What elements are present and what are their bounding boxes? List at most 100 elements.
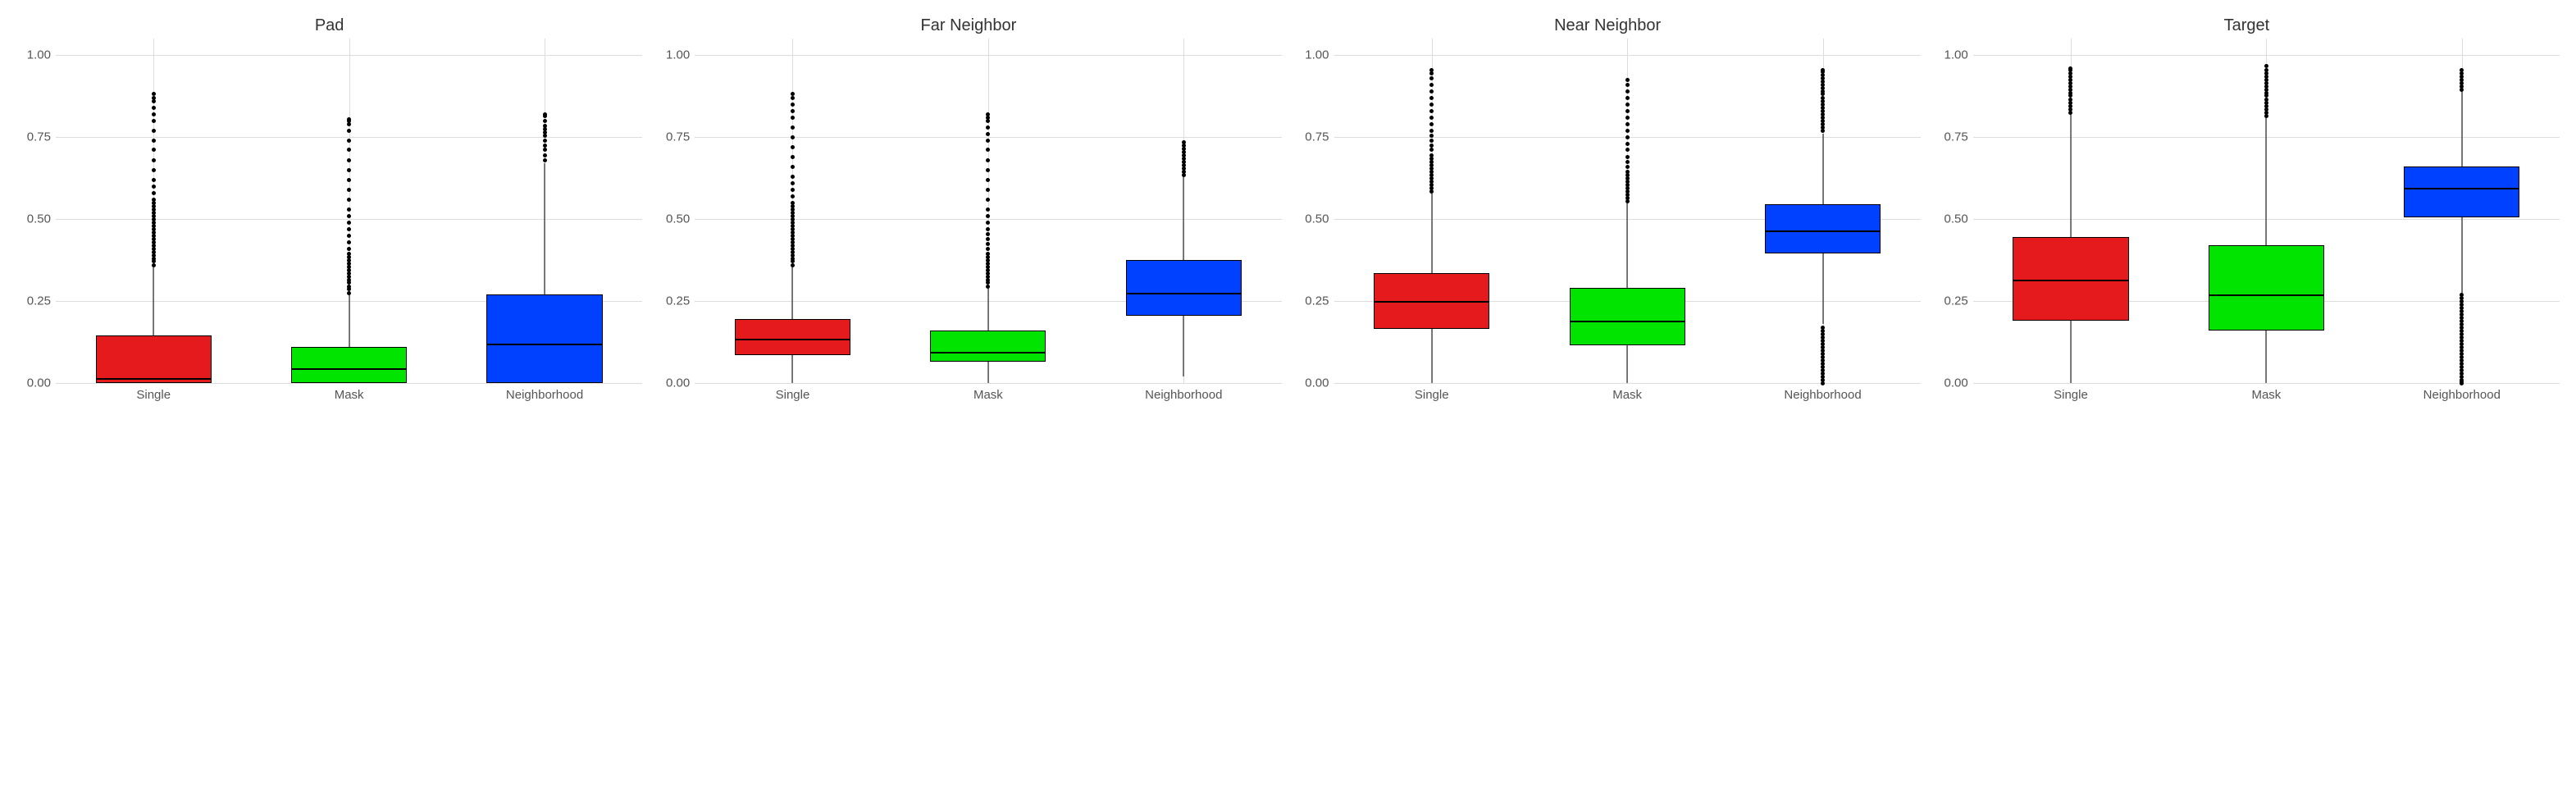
- outlier: [1625, 129, 1630, 133]
- outlier: [1429, 129, 1434, 133]
- x-tick-label: Single: [56, 383, 251, 402]
- x-tick-label: Single: [1334, 383, 1530, 402]
- x-tick-label: Single: [695, 383, 890, 402]
- median: [1570, 321, 1685, 322]
- outlier: [986, 232, 990, 236]
- y-tick-label: 0.50: [27, 212, 51, 226]
- box: [486, 294, 602, 383]
- outlier: [2264, 68, 2268, 72]
- box: [96, 335, 212, 383]
- outlier: [1429, 83, 1434, 87]
- gridline-horizontal: [1973, 383, 2560, 384]
- gridline-horizontal: [1334, 383, 1921, 384]
- outlier: [791, 188, 795, 192]
- y-tick-label: 0.75: [666, 130, 690, 144]
- outlier: [347, 139, 351, 143]
- outlier: [347, 291, 351, 295]
- x-tick-label: Neighborhood: [1725, 383, 1920, 402]
- outlier: [152, 106, 156, 110]
- x-axis: SingleMaskNeighborhood: [1973, 383, 2560, 402]
- outlier: [1625, 142, 1630, 146]
- x-axis: SingleMaskNeighborhood: [695, 383, 1281, 402]
- panel-title: Near Neighbor: [1295, 16, 1921, 35]
- outlier: [347, 178, 351, 182]
- outlier: [791, 175, 795, 179]
- outlier: [986, 139, 990, 143]
- boxplot: [472, 39, 617, 383]
- outlier: [791, 135, 795, 139]
- outlier: [986, 125, 990, 130]
- boxplot: [2194, 39, 2338, 383]
- outlier: [347, 158, 351, 162]
- y-axis: 0.000.250.500.751.00: [1934, 39, 1973, 383]
- outlier: [791, 145, 795, 149]
- y-tick-label: 0.75: [27, 130, 51, 144]
- boxplot: [1359, 39, 1503, 383]
- outlier: [986, 158, 990, 162]
- outlier: [791, 109, 795, 113]
- outlier: [1429, 109, 1434, 113]
- plot-area: [1973, 39, 2560, 383]
- outlier: [152, 185, 156, 189]
- outlier: [347, 247, 351, 251]
- plot-wrap: 0.000.250.500.751.00: [16, 39, 642, 383]
- x-tick-label: Mask: [1530, 383, 1725, 402]
- y-axis: 0.000.250.500.751.00: [1295, 39, 1334, 383]
- outlier: [347, 207, 351, 212]
- outlier: [2460, 68, 2464, 72]
- outlier: [791, 194, 795, 198]
- y-tick-label: 0.50: [666, 212, 690, 226]
- gridline-horizontal: [695, 383, 1281, 384]
- outlier: [1625, 96, 1630, 100]
- y-tick-label: 1.00: [1305, 48, 1329, 62]
- x-tick-label: Mask: [251, 383, 446, 402]
- outlier: [1821, 96, 1825, 100]
- panel-title: Pad: [16, 16, 642, 35]
- x-tick-label: Single: [1973, 383, 2168, 402]
- y-tick-label: 0.75: [1945, 130, 1968, 144]
- outlier: [2068, 98, 2072, 102]
- y-tick-label: 1.00: [1945, 48, 1968, 62]
- box: [1126, 260, 1242, 316]
- outlier: [152, 178, 156, 182]
- outlier: [347, 227, 351, 231]
- outlier: [152, 112, 156, 116]
- plot-wrap: 0.000.250.500.751.00: [1934, 39, 2560, 383]
- median: [2209, 294, 2324, 296]
- outlier: [543, 158, 547, 162]
- y-tick-label: 0.00: [1305, 376, 1329, 390]
- outlier: [1429, 153, 1434, 157]
- outlier: [986, 252, 990, 256]
- box: [2209, 245, 2324, 331]
- outlier: [986, 237, 990, 241]
- outlier: [791, 181, 795, 185]
- x-tick-label: Neighborhood: [2364, 383, 2560, 402]
- outlier: [347, 285, 351, 289]
- plot-area: [1334, 39, 1921, 383]
- outlier: [1429, 122, 1434, 126]
- outlier: [1429, 68, 1434, 72]
- boxplot: [1555, 39, 1699, 383]
- outlier: [347, 252, 351, 256]
- median: [735, 339, 850, 340]
- outlier: [986, 148, 990, 152]
- outlier: [1625, 160, 1630, 164]
- outlier: [347, 240, 351, 244]
- outlier: [986, 168, 990, 172]
- x-tick-label: Neighborhood: [1086, 383, 1281, 402]
- median: [486, 344, 602, 345]
- outlier: [791, 165, 795, 169]
- plot-area: [56, 39, 642, 383]
- outlier: [347, 117, 351, 121]
- outlier: [1429, 76, 1434, 80]
- outlier: [1429, 96, 1434, 100]
- outlier: [347, 214, 351, 218]
- outlier: [1625, 155, 1630, 159]
- outlier: [1429, 103, 1434, 107]
- outlier: [791, 125, 795, 130]
- boxplot: [720, 39, 864, 383]
- boxplot-panels: Pad0.000.250.500.751.00SingleMaskNeighbo…: [16, 16, 2560, 402]
- outlier: [1429, 116, 1434, 120]
- box: [1570, 288, 1685, 345]
- outlier: [986, 221, 990, 225]
